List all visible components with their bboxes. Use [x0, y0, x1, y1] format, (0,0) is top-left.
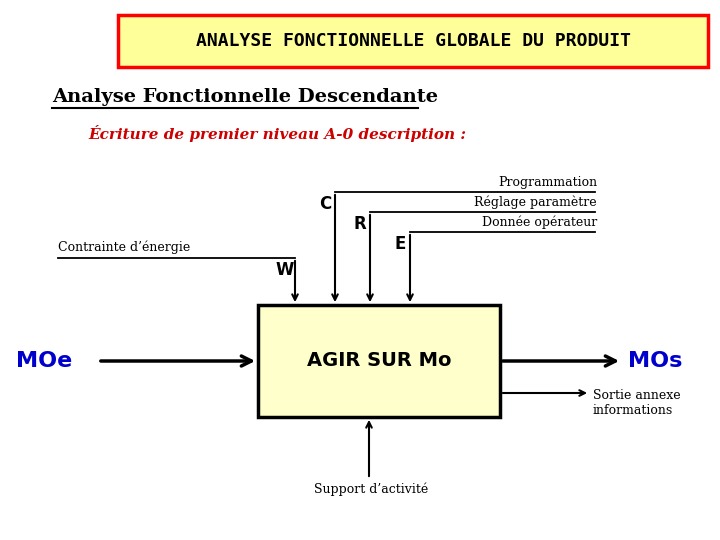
- Text: Support d’activité: Support d’activité: [314, 483, 428, 496]
- Text: AGIR SUR Mo: AGIR SUR Mo: [307, 352, 451, 370]
- Text: W: W: [276, 261, 294, 279]
- Text: Écriture de premier niveau A-0 description :: Écriture de premier niveau A-0 descripti…: [88, 125, 466, 141]
- Bar: [118, 15, 708, 67]
- Text: Analyse Fonctionnelle Descendante: Analyse Fonctionnelle Descendante: [52, 88, 438, 106]
- Text: Programmation: Programmation: [498, 176, 597, 189]
- Text: R: R: [354, 215, 366, 233]
- Text: MOs: MOs: [628, 351, 683, 371]
- Text: ANALYSE FONCTIONNELLE GLOBALE DU PRODUIT: ANALYSE FONCTIONNELLE GLOBALE DU PRODUIT: [196, 32, 631, 50]
- Text: E: E: [395, 235, 405, 253]
- Text: Contrainte d’énergie: Contrainte d’énergie: [58, 240, 190, 254]
- Text: MOe: MOe: [16, 351, 72, 371]
- Text: Donnée opérateur: Donnée opérateur: [482, 215, 597, 229]
- Text: Réglage paramètre: Réglage paramètre: [474, 195, 597, 209]
- Text: C: C: [319, 195, 331, 213]
- Bar: [258, 305, 500, 417]
- Text: Sortie annexe
informations: Sortie annexe informations: [593, 389, 680, 417]
